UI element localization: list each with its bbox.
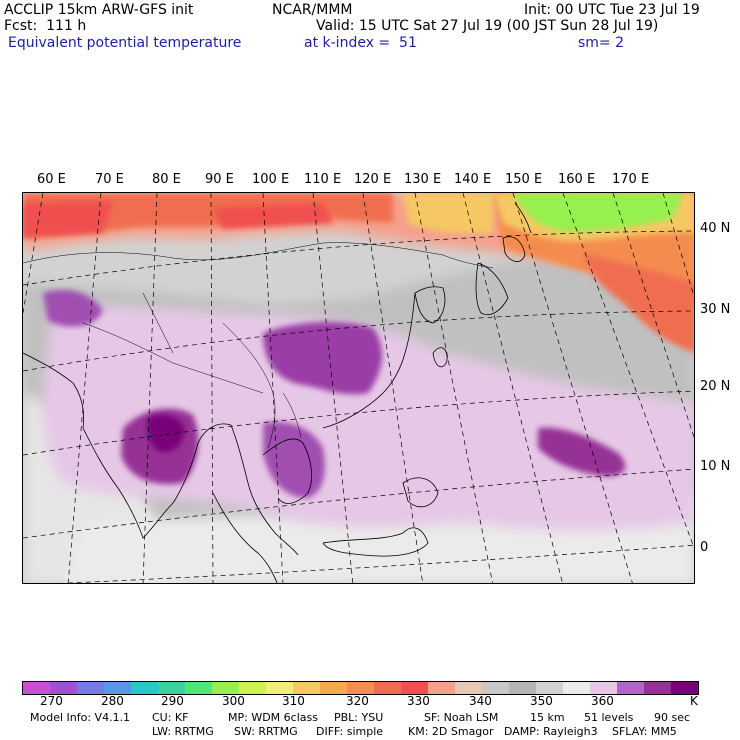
smoothing-label: sm= 2 bbox=[578, 35, 625, 51]
colorbar-swatch bbox=[428, 682, 455, 694]
colorbar-swatch bbox=[131, 682, 158, 694]
model-info-resolution: 15 km bbox=[530, 711, 565, 724]
lon-label: 170 E bbox=[612, 172, 650, 187]
valid-time: Valid: 15 UTC Sat 27 Jul 19 (00 JST Sun … bbox=[316, 18, 659, 34]
colorbar-swatch bbox=[293, 682, 320, 694]
colorbar-tick-label: 270 bbox=[40, 694, 63, 708]
colorbar-swatch bbox=[104, 682, 131, 694]
colorbar-swatch bbox=[509, 682, 536, 694]
colorbar-tick-label: 310 bbox=[282, 694, 305, 708]
model-info-diff: DIFF: simple bbox=[316, 725, 384, 738]
colorbar-swatch bbox=[212, 682, 239, 694]
colorbar-swatch bbox=[158, 682, 185, 694]
lon-label: 110 E bbox=[304, 172, 342, 187]
init-time: Init: 00 UTC Tue 23 Jul 19 bbox=[524, 2, 700, 18]
lon-label: 120 E bbox=[354, 172, 392, 187]
model-info-lw: LW: RRTMG bbox=[152, 725, 214, 738]
colorbar-swatch bbox=[239, 682, 266, 694]
lat-label: 40 N bbox=[700, 221, 731, 236]
colorbar-swatch bbox=[617, 682, 644, 694]
colorbar-tick-label: 280 bbox=[101, 694, 124, 708]
model-info-pbl: PBL: YSU bbox=[334, 711, 384, 724]
lon-label: 150 E bbox=[505, 172, 543, 187]
colorbar-swatch bbox=[536, 682, 563, 694]
model-info-mp: MP: WDM 6class bbox=[228, 711, 318, 724]
model-info-sf: SF: Noah LSM bbox=[424, 711, 499, 724]
model-info-levels: 51 levels bbox=[584, 711, 634, 724]
colorbar-swatch bbox=[563, 682, 590, 694]
coastlines bbox=[23, 202, 532, 583]
colorbar-swatch bbox=[23, 682, 50, 694]
colorbar-swatch bbox=[374, 682, 401, 694]
map-canvas bbox=[23, 193, 694, 583]
colorbar-tick-label: 290 bbox=[161, 694, 184, 708]
model-info-timestep: 90 sec bbox=[654, 711, 691, 724]
colorbar-swatch bbox=[671, 682, 698, 694]
lon-label: 100 E bbox=[252, 172, 290, 187]
lon-label: 160 E bbox=[558, 172, 596, 187]
colorbar-swatch bbox=[347, 682, 374, 694]
model-info-damp: DAMP: Rayleigh3 bbox=[504, 725, 598, 738]
colorbar-unit: K bbox=[690, 694, 698, 708]
lon-label: 130 E bbox=[404, 172, 442, 187]
colorbar-tick-label: 340 bbox=[469, 694, 492, 708]
organization-label: NCAR/MMM bbox=[272, 2, 353, 18]
field-name: Equivalent potential temperature bbox=[8, 35, 242, 51]
colorbar-tick-label: 320 bbox=[346, 694, 369, 708]
lat-label: 30 N bbox=[700, 302, 731, 317]
colorbar-tick-label: 330 bbox=[407, 694, 430, 708]
theta-e-map bbox=[22, 192, 695, 584]
lon-label: 70 E bbox=[95, 172, 124, 187]
lat-label: 0 bbox=[700, 540, 709, 555]
graticule bbox=[23, 193, 694, 583]
model-info-sw: SW: RRTMG bbox=[234, 725, 298, 738]
colorbar-swatch bbox=[77, 682, 104, 694]
lat-label: 20 N bbox=[700, 379, 731, 394]
model-title: ACCLIP 15km ARW-GFS init bbox=[4, 2, 194, 18]
colorbar-tick-label: 300 bbox=[222, 694, 245, 708]
colorbar bbox=[22, 681, 699, 695]
colorbar-swatch bbox=[266, 682, 293, 694]
colorbar-swatch bbox=[50, 682, 77, 694]
forecast-hour: Fcst: 111 h bbox=[4, 18, 87, 34]
colorbar-tick-label: 360 bbox=[591, 694, 614, 708]
colorbar-swatch bbox=[401, 682, 428, 694]
model-info-version: Model Info: V4.1.1 bbox=[30, 711, 131, 724]
colorbar-tick-label: 350 bbox=[530, 694, 553, 708]
colorbar-swatch bbox=[644, 682, 671, 694]
model-info-sflay: SFLAY: MM5 bbox=[612, 725, 677, 738]
colorbar-swatch bbox=[185, 682, 212, 694]
level-label: at k-index = 51 bbox=[304, 35, 417, 51]
colorbar-swatch bbox=[455, 682, 482, 694]
lon-label: 140 E bbox=[454, 172, 492, 187]
lon-label: 90 E bbox=[205, 172, 234, 187]
lon-label: 60 E bbox=[37, 172, 66, 187]
colorbar-swatch bbox=[590, 682, 617, 694]
colorbar-swatch bbox=[482, 682, 509, 694]
lon-label: 80 E bbox=[152, 172, 181, 187]
model-info-km: KM: 2D Smagor bbox=[408, 725, 494, 738]
lat-label: 10 N bbox=[700, 459, 731, 474]
model-info-cu: CU: KF bbox=[152, 711, 189, 724]
colorbar-swatch bbox=[320, 682, 347, 694]
